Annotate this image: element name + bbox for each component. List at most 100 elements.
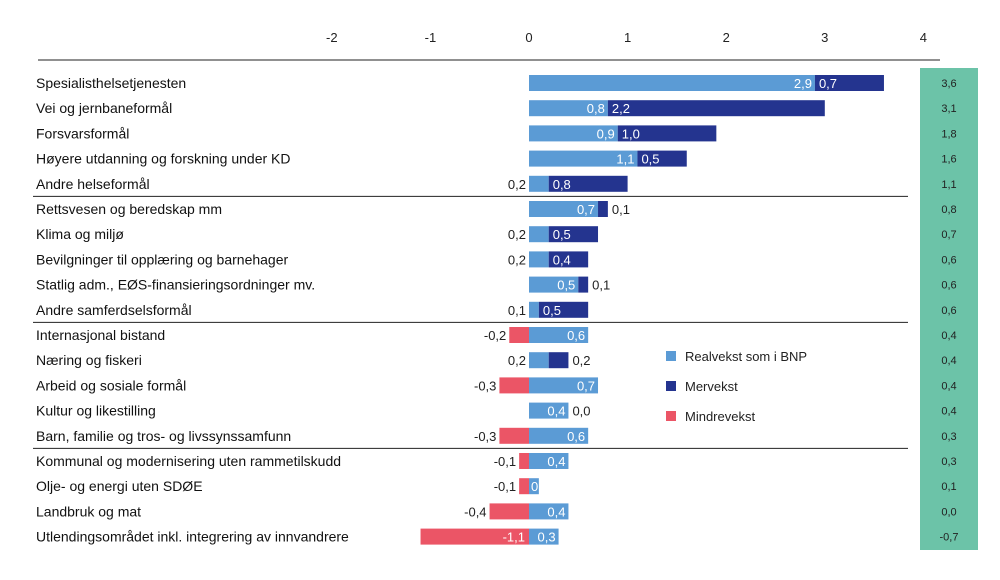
bar-realvekst xyxy=(529,150,638,167)
data-label-mindrevekst: -0,3 xyxy=(474,429,496,444)
bar-row: Høyere utdanning og forskning under KD 1,… xyxy=(36,150,687,167)
category-label: Olje- og energi uten SDØE xyxy=(36,478,203,494)
bar-row: Klima og miljø 0,2 0,5 xyxy=(36,226,599,243)
bar-row: Landbruk og mat 0,4 -0,4 xyxy=(36,503,569,520)
data-label-realvekst: 0,2 xyxy=(508,353,526,368)
bar-row: Kommunal og modernisering uten rammetils… xyxy=(36,453,569,469)
bar-realvekst xyxy=(529,75,815,91)
total-value: 0,8 xyxy=(941,204,956,216)
bar-realvekst xyxy=(529,402,569,419)
data-label-realvekst: 0,7 xyxy=(577,378,595,393)
bar-realvekst xyxy=(529,276,579,293)
data-label-mindrevekst: -1,1 xyxy=(503,530,525,545)
data-label-mindrevekst: -0,4 xyxy=(464,504,486,519)
total-value: 0,6 xyxy=(941,305,956,317)
data-label-realvekst: 0,1 xyxy=(508,303,526,318)
data-label-mervekst: 0,8 xyxy=(553,177,571,192)
bar-row: Barn, familie og tros- og livssynssamfun… xyxy=(36,427,589,444)
bar-realvekst xyxy=(529,327,589,343)
bar-realvekst xyxy=(529,377,599,394)
data-label-mervekst: 0,1 xyxy=(592,278,610,293)
total-value: 0,7 xyxy=(941,229,956,241)
x-tick-label: 4 xyxy=(920,30,927,45)
x-tick-label: 0 xyxy=(525,30,532,45)
data-label-realvekst: 0,3 xyxy=(538,530,556,545)
bar-row: Spesialisthelsetjenesten 2,9 0,7 xyxy=(36,75,884,91)
total-value: 3,1 xyxy=(941,103,956,115)
category-label: Utlendingsområdet inkl. integrering av i… xyxy=(36,529,349,545)
total-value: 3,6 xyxy=(941,78,956,90)
category-label: Arbeid og sosiale formål xyxy=(36,377,186,393)
bar-row: Kultur og likestilling 0,4 0,0 xyxy=(36,402,591,419)
bar-mervekst xyxy=(598,201,608,217)
bar-row: Andre samferdselsformål 0,1 0,5 xyxy=(36,301,589,318)
legend-label: Realvekst som i BNP xyxy=(685,349,807,364)
data-label-mervekst: 0,7 xyxy=(819,76,837,91)
bar-mervekst xyxy=(548,352,569,369)
data-label-mindrevekst: -0,1 xyxy=(494,479,516,494)
bar-realvekst xyxy=(529,503,569,520)
legend-swatch xyxy=(666,351,676,361)
data-label-realvekst: 0,8 xyxy=(587,101,605,116)
bar-mindrevekst xyxy=(420,528,529,545)
bar-row: Næring og fiskeri 0,2 0,2 xyxy=(36,352,591,369)
total-value: 0,4 xyxy=(941,355,956,367)
bar-mindrevekst xyxy=(519,478,529,495)
bar-row: Vei og jernbaneformål 0,8 2,2 xyxy=(36,100,825,117)
category-label: Landbruk og mat xyxy=(36,503,141,519)
totals-panel: 3,6 3,1 1,8 1,6 1,1 0,8 0,7 0,6 0,6 0,6 0,4 0,4 0,4 0… xyxy=(920,68,978,550)
bar-realvekst xyxy=(529,175,549,192)
bar-realvekst xyxy=(529,100,608,117)
bar-realvekst xyxy=(529,528,559,545)
category-label: Barn, familie og tros- og livssynssamfun… xyxy=(36,428,291,444)
bar-mervekst xyxy=(548,251,589,268)
total-value: 1,6 xyxy=(941,154,956,166)
data-label-realvekst: 0,4 xyxy=(547,454,565,469)
category-label: Andre helseformål xyxy=(36,176,150,192)
total-value: 0,4 xyxy=(941,330,956,342)
data-label-realvekst: 0,9 xyxy=(597,126,615,141)
bar-mervekst xyxy=(548,226,599,243)
bar-row: Andre helseformål 0,2 0,8 xyxy=(36,175,628,192)
data-label-realvekst: 0,6 xyxy=(567,429,585,444)
category-label: Andre samferdselsformål xyxy=(36,302,192,318)
bar-mervekst xyxy=(607,100,825,117)
legend-label: Mindrevekst xyxy=(685,409,755,424)
bar-mindrevekst xyxy=(499,377,529,394)
bar-row: Forsvarsformål 0,9 1,0 xyxy=(36,125,717,142)
data-label-mervekst: 0,5 xyxy=(641,152,659,167)
bar-mervekst xyxy=(548,175,628,192)
x-tick-label: 1 xyxy=(624,30,631,45)
data-label-mervekst: 0,1 xyxy=(612,202,630,217)
bar-row: Olje- og energi uten SDØE 0,1 -0,1 xyxy=(36,478,549,495)
data-label-mindrevekst: -0,2 xyxy=(484,328,506,343)
data-label-realvekst: 0,6 xyxy=(567,328,585,343)
data-label-mervekst: 1,0 xyxy=(622,126,640,141)
bar-mindrevekst xyxy=(519,453,529,469)
bar-realvekst xyxy=(529,453,569,469)
category-label: Kultur og likestilling xyxy=(36,403,156,419)
data-label-realvekst: 1,1 xyxy=(616,152,634,167)
data-label-realvekst: 0,2 xyxy=(508,177,526,192)
bar-row: Arbeid og sosiale formål 0,7 -0,3 xyxy=(36,377,599,394)
total-value: -0,7 xyxy=(940,532,959,544)
total-value: 0,0 xyxy=(941,506,956,518)
data-label-realvekst: 0,2 xyxy=(508,252,526,267)
category-label: Vei og jernbaneformål xyxy=(36,100,172,116)
category-label: Kommunal og modernisering uten rammetils… xyxy=(36,453,341,469)
legend-swatch xyxy=(666,411,676,421)
bar-mervekst xyxy=(637,150,687,167)
bar-row: Internasjonal bistand 0,6 -0,2 xyxy=(36,327,589,343)
x-tick-label: 2 xyxy=(723,30,730,45)
bar-realvekst xyxy=(529,201,599,217)
data-label-mindrevekst: -0,1 xyxy=(494,454,516,469)
data-label-mervekst: 0,5 xyxy=(543,303,561,318)
category-label: Rettsvesen og beredskap mm xyxy=(36,201,222,217)
data-label-mervekst: 0,5 xyxy=(553,227,571,242)
data-label-mervekst: 0,2 xyxy=(572,353,590,368)
bar-row: Rettsvesen og beredskap mm 0,7 0,1 xyxy=(36,201,630,217)
bar-realvekst xyxy=(529,427,589,444)
category-label: Forsvarsformål xyxy=(36,125,129,141)
bar-row: Statlig adm., EØS-finansieringsordninger… xyxy=(36,276,610,293)
